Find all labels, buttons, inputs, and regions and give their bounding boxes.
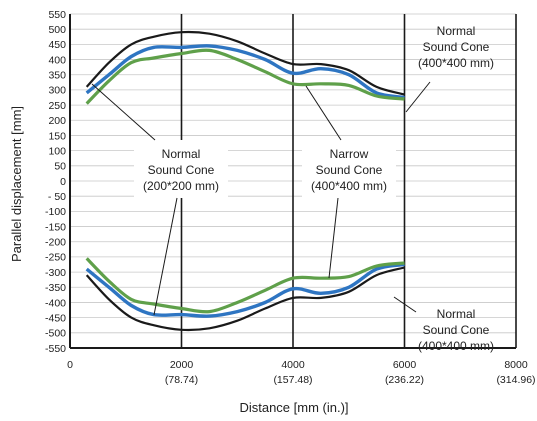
y-tick-label: -400 <box>45 297 66 309</box>
x-tick-label: 8000 <box>504 359 528 371</box>
y-tick-label: 250 <box>48 100 66 112</box>
annotation-text: (400*400 mm) <box>311 179 387 193</box>
y-tick-label: -450 <box>45 312 66 324</box>
x-axis-title: Distance [mm (in.)] <box>239 400 348 415</box>
y-tick-label: -200 <box>45 237 66 249</box>
y-tick-label: 450 <box>48 39 66 51</box>
y-tick-label: 150 <box>48 130 66 142</box>
annotation-text: Sound Cone <box>316 163 383 177</box>
y-tick-label: -100 <box>45 206 66 218</box>
series-line-lower <box>85 266 405 332</box>
annotation-box <box>134 140 228 198</box>
y-tick-label: 350 <box>48 70 66 82</box>
leader-lines <box>91 81 431 316</box>
y-tick-label: - 50 <box>48 191 66 203</box>
plot-border <box>69 14 516 349</box>
series-line-upper <box>85 30 405 96</box>
leader-line <box>91 83 156 141</box>
annotation-text: Sound Cone <box>423 323 490 337</box>
y-tick-label: 200 <box>48 115 66 127</box>
x-tick-label: 4000 <box>281 359 305 371</box>
x-tick-label: 0 <box>67 359 73 371</box>
x-tick-sublabel: (78.74) <box>165 374 198 386</box>
annotation-text: Sound Cone <box>148 163 215 177</box>
leader-line <box>393 296 417 313</box>
leader-line <box>153 197 178 316</box>
annotation-box <box>302 140 396 198</box>
annotation-texts: Normal Sound Cone (200*200 mm) Narrow Sound … <box>143 24 494 353</box>
leader-line <box>328 197 339 279</box>
x-tick-label: 6000 <box>393 359 417 371</box>
series-line-upper <box>85 44 405 100</box>
y-tick-label: -250 <box>45 252 66 264</box>
leader-line <box>305 85 342 141</box>
annotation-text: Normal <box>437 307 476 321</box>
y-axis-title: Parallel displacement [mm] <box>9 106 24 262</box>
y-tick-label: 0 <box>60 176 66 188</box>
y-tick-label: 100 <box>48 145 66 157</box>
x-tick-sublabel: (236.22) <box>385 374 424 386</box>
annotation-text: Normal <box>162 147 201 161</box>
annotation-boxes <box>134 140 396 198</box>
y-tick-label: -150 <box>45 221 66 233</box>
y-tick-label: 400 <box>48 54 66 66</box>
annotation-text: (400*400 mm) <box>418 56 494 70</box>
series-layer <box>85 30 405 332</box>
y-tick-label: -500 <box>45 328 66 340</box>
y-tick-label: 550 <box>48 9 66 21</box>
annotation-text: (400*400 mm) <box>418 339 494 353</box>
annotation-text: Sound Cone <box>423 40 490 54</box>
x-tick-labels: 0 2000 (78.74) 4000 (157.48) 6000 (236.22) 8000… <box>67 359 535 386</box>
annotation-text: (200*200 mm) <box>143 179 219 193</box>
x-tick-label: 2000 <box>170 359 194 371</box>
y-tick-label: 300 <box>48 85 66 97</box>
series-line-lower <box>85 262 405 318</box>
x-tick-sublabel: (157.48) <box>273 374 312 386</box>
grid <box>70 13 517 349</box>
series-line-upper <box>85 48 405 105</box>
y-tick-label: 500 <box>48 24 66 36</box>
y-tick-label: -350 <box>45 282 66 294</box>
y-tick-label: 50 <box>54 161 66 173</box>
annotation-text: Narrow <box>330 147 369 161</box>
y-tick-label: -550 <box>45 343 66 355</box>
y-tick-label: -300 <box>45 267 66 279</box>
leader-line <box>405 81 431 113</box>
series-line-lower <box>85 257 405 314</box>
x-tick-sublabel: (314.96) <box>496 374 535 386</box>
annotation-text: Normal <box>437 24 476 38</box>
